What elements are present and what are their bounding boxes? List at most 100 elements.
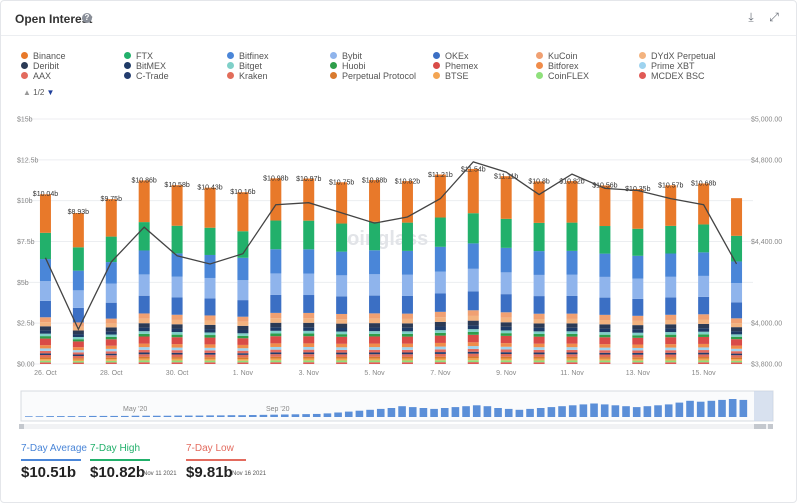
navigator-bar [163, 415, 172, 417]
y2-tick-label: $5,000.00 [751, 117, 782, 124]
bar-segment [698, 358, 710, 361]
bar-segment [665, 352, 677, 355]
bar-segment [303, 360, 315, 363]
expand-icon[interactable]: ⤢ [769, 10, 779, 24]
bar-segment [72, 358, 84, 360]
bar-segment [369, 295, 381, 314]
bar-segment [39, 353, 51, 355]
bar-segment [270, 336, 282, 344]
bar-segment [39, 330, 51, 334]
bar-segment [39, 336, 51, 339]
bar-segment [632, 329, 644, 333]
bar-segment [105, 283, 117, 303]
navigator-bar [366, 409, 374, 417]
bar-value-label: $11.11b [494, 174, 518, 181]
bar-value-label: $10.98b [263, 176, 288, 183]
bar-segment [369, 327, 381, 332]
bar-segment [303, 354, 315, 357]
bar-value-label: $10.04b [33, 191, 58, 198]
bar-segment [237, 316, 249, 322]
y2-tick-label: $3,800.00 [751, 362, 782, 369]
navigator-bar [408, 407, 417, 417]
bar-segment [401, 318, 413, 324]
bar-segment [204, 227, 216, 255]
bar-segment [533, 323, 545, 328]
bar-segment [39, 350, 51, 354]
help-icon[interactable]: ? [82, 13, 92, 23]
bar-segment [632, 255, 644, 279]
bar-segment [533, 296, 545, 314]
bar-segment [434, 353, 446, 357]
navigator-bar [600, 404, 609, 417]
legend-label: Bitforex [548, 61, 579, 71]
bar-segment [204, 329, 216, 333]
legend-label: DYdX Perpetual [651, 51, 716, 61]
navigator-bar [88, 415, 97, 417]
bar-segment [237, 300, 249, 317]
bar-value-label: $10.56b [592, 183, 617, 190]
stat-value: $10.82b [90, 464, 146, 481]
bar-segment [632, 228, 644, 256]
bar-segment [105, 362, 117, 364]
x-tick-label: 13. Nov [626, 370, 651, 377]
navigator-bar [718, 399, 726, 417]
stat-date: Nov 11 2021 [143, 471, 177, 477]
bar-segment [303, 295, 315, 313]
legend-page-down-icon[interactable]: ▼ [46, 88, 55, 97]
bar-segment [336, 223, 348, 252]
bar-segment [72, 354, 84, 356]
bar-value-label: $10.86b [132, 178, 157, 185]
bar-segment [72, 334, 84, 338]
bar-segment [698, 328, 710, 332]
bar-segment [237, 353, 249, 355]
navigator-scroll-handle[interactable] [754, 424, 766, 429]
navigator-bar [739, 399, 748, 417]
bar-segment [204, 344, 216, 348]
bar-segment [632, 360, 644, 363]
bar-segment [434, 271, 446, 294]
bar-segment [632, 350, 644, 354]
bar-segment [204, 337, 216, 345]
bar-segment [303, 178, 315, 221]
bar-segment [303, 333, 315, 337]
bar-segment [237, 333, 249, 336]
bar-segment [204, 350, 216, 353]
navigator-left-arrow-icon[interactable] [19, 424, 24, 429]
bar-segment [72, 359, 84, 362]
bar-value-label: $10.43b [197, 185, 222, 192]
download-icon[interactable]: ⤓ [748, 10, 754, 24]
price-line [44, 161, 738, 331]
bar-segment [72, 350, 84, 353]
bar-value-label: $10.16b [230, 189, 255, 196]
bar-segment [39, 333, 51, 337]
legend-dot-icon [639, 52, 646, 59]
bar-segment [204, 187, 216, 228]
bar-segment [533, 349, 545, 353]
bar-segment [138, 222, 150, 251]
bar-segment [731, 357, 743, 360]
legend-page-up-icon[interactable]: ▲ [23, 88, 31, 97]
bar-segment [171, 314, 183, 320]
legend-dot-icon [536, 72, 543, 79]
bar-segment [731, 339, 743, 346]
bar-segment [500, 360, 512, 363]
bar-segment [171, 350, 183, 353]
legend-label: Deribit [33, 61, 60, 71]
bar-segment [566, 274, 578, 296]
navigator-right-arrow-icon[interactable] [768, 424, 773, 429]
navigator-label: May '20 [123, 406, 147, 413]
bar-segment [237, 344, 249, 349]
bar-segment [500, 346, 512, 350]
bar-segment [270, 327, 282, 331]
bar-segment [303, 346, 315, 350]
navigator-bar [323, 413, 332, 417]
bar-segment [467, 358, 479, 361]
bar-segment [105, 353, 117, 356]
bar-segment [171, 354, 183, 358]
legend-dot-icon [433, 52, 440, 59]
bar-segment [566, 323, 578, 328]
bar-value-label: $10.35b [625, 186, 650, 193]
bar-segment [369, 313, 381, 319]
bar-segment [237, 321, 249, 326]
navigator-bar [99, 415, 108, 417]
